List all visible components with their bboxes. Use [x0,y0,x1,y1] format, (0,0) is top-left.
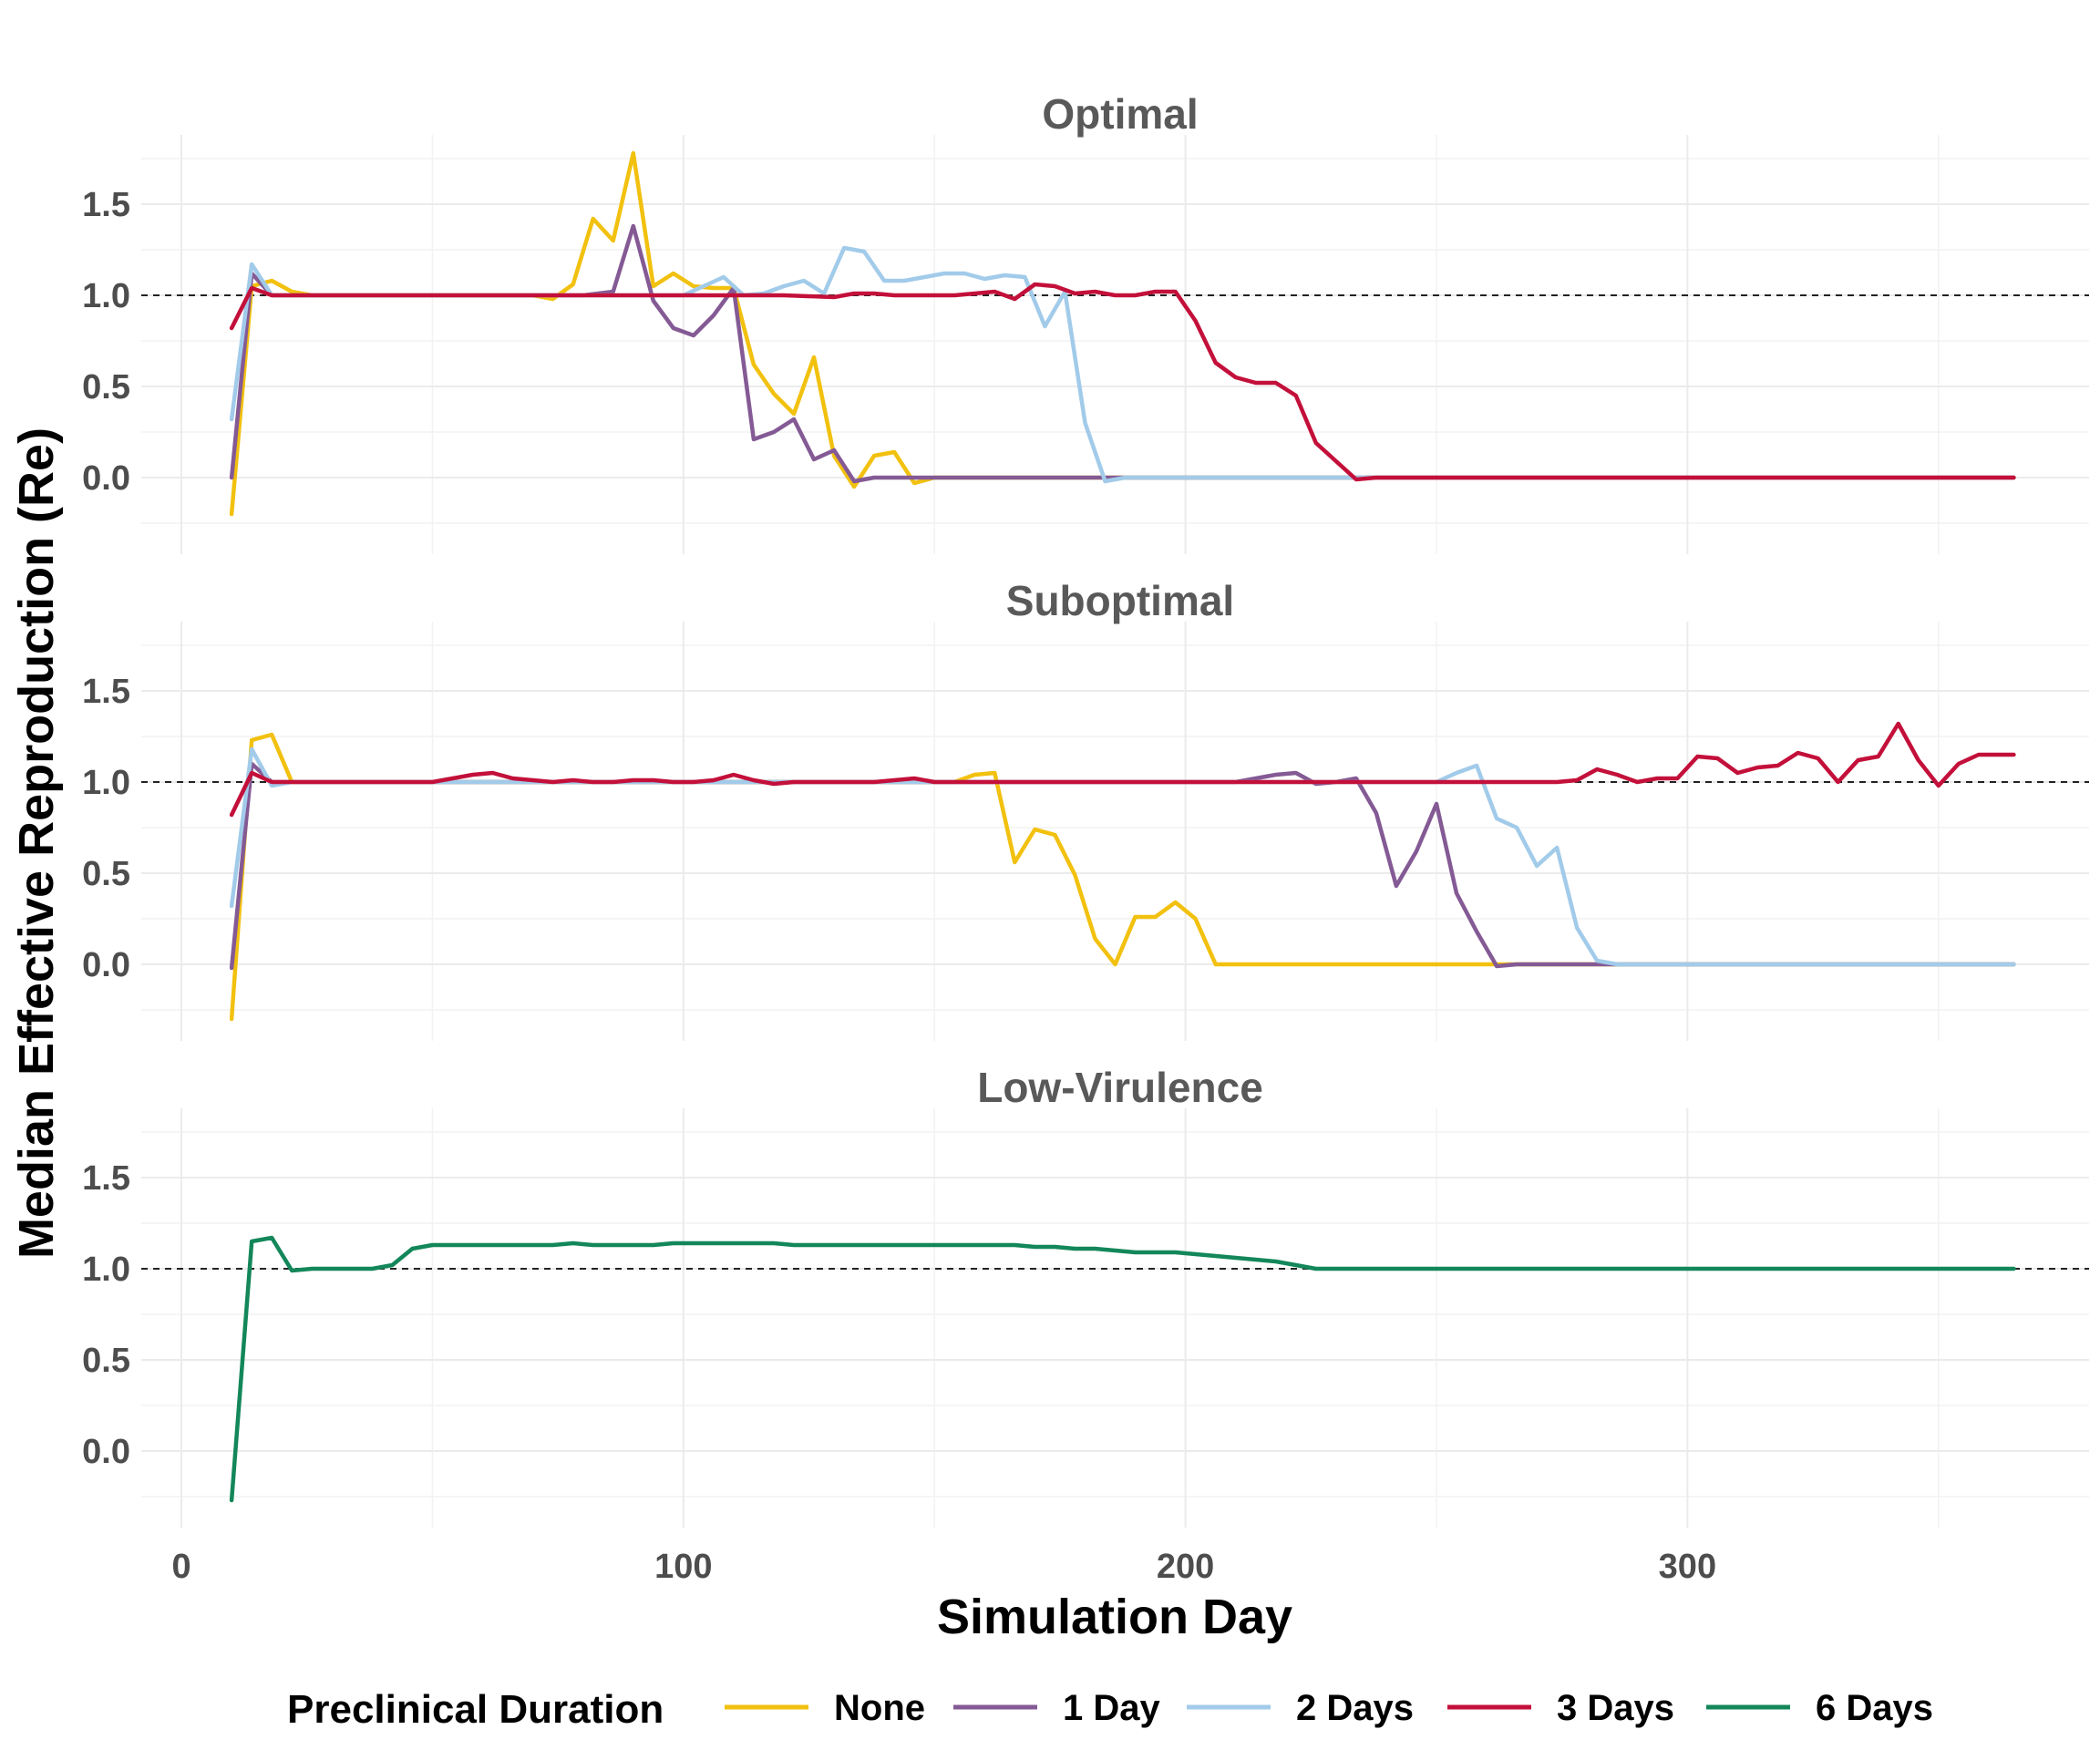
y-tick-label: 1.0 [82,277,130,315]
legend-label-d6: 6 Days [1816,1688,1933,1728]
series-line-d1 [232,226,2013,481]
chart: Optimal Suboptimal Low-Virulence 0.0 0.5 1.0… [0,0,2100,1750]
y-tick-label: 0.5 [82,1342,130,1380]
legend-title: Preclinical Duration [287,1687,664,1732]
grid-layer [141,135,2089,1528]
panel-title: Suboptimal [1006,577,1234,624]
y-tick-label: 1.5 [82,673,130,711]
x-tick-label: 300 [1659,1548,1716,1586]
y-tick-label: 0.5 [82,855,130,893]
y-tick-label: 0.5 [82,368,130,407]
legend: Preclinical Duration None 1 Day 2 Days 3 Da… [287,1687,1933,1732]
x-tick-label: 100 [654,1548,712,1586]
panel-title: Optimal [1042,90,1198,138]
y-tick-label: 0.0 [82,459,130,498]
series-line-d6 [232,1238,2013,1500]
y-tick-label: 0.0 [82,946,130,984]
y-tick-label: 1.0 [82,1251,130,1289]
series-line-d1 [232,764,2013,968]
y-axis-title: Median Effective Reproduction (Re) [9,427,64,1259]
series-line-d2 [232,248,2013,481]
y-tick-label: 1.5 [82,1159,130,1198]
x-tick-label: 200 [1157,1548,1214,1586]
y-tick-labels: 0.0 0.5 1.0 1.5 0.0 0.5 1.0 1.5 0.0 0.5 1.0 1.5 [82,186,130,1471]
panel-title: Low-Virulence [977,1064,1263,1111]
y-tick-label: 0.0 [82,1433,130,1471]
x-tick-labels: 0 100 200 300 [171,1548,1716,1586]
y-tick-label: 1.0 [82,764,130,802]
series-layer [232,153,2013,1500]
legend-label-d1: 1 Day [1063,1688,1160,1728]
series-line-d3 [232,724,2013,815]
series-line-d3 [232,284,2013,479]
legend-label-d3: 3 Days [1557,1688,1674,1728]
legend-label-none: None [834,1688,925,1728]
x-axis-title: Simulation Day [937,1590,1292,1644]
x-tick-label: 0 [171,1548,190,1586]
y-tick-label: 1.5 [82,186,130,224]
panel-titles: Optimal Suboptimal Low-Virulence [977,90,1263,1111]
legend-label-d2: 2 Days [1296,1688,1414,1728]
series-line-none [232,153,2013,514]
series-line-none [232,735,2013,1019]
